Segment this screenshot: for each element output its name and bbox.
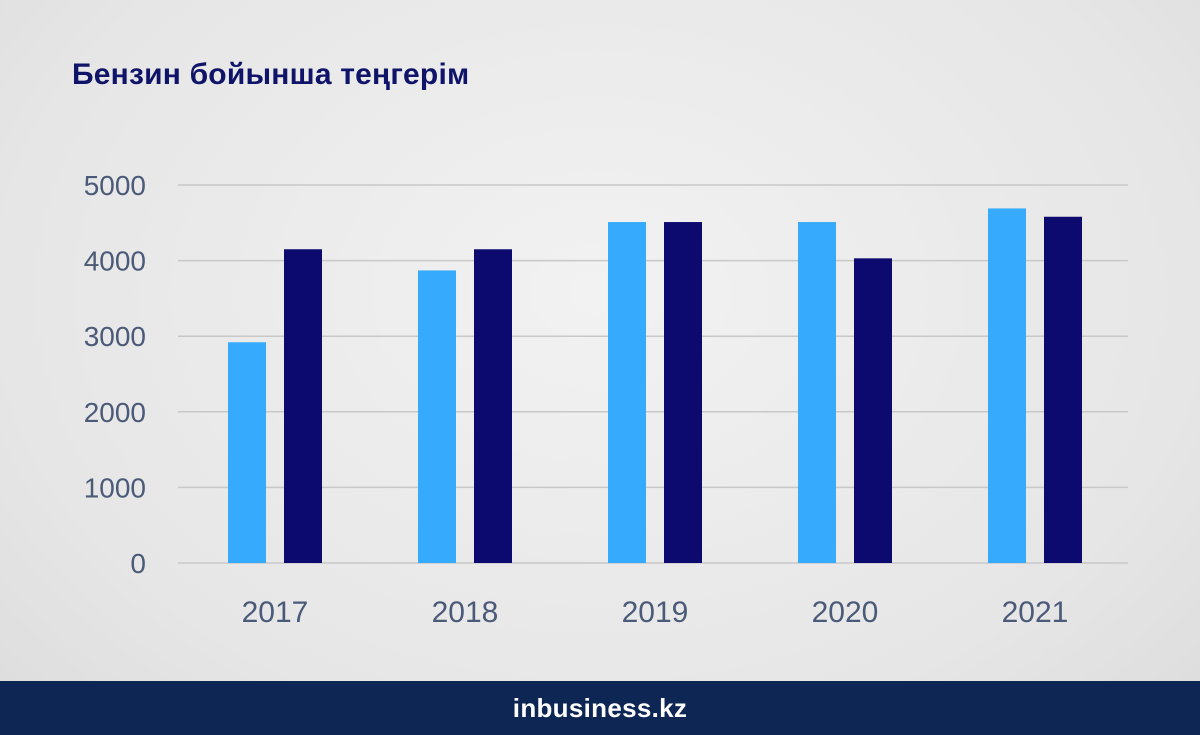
bar-2021-series-2 bbox=[1044, 216, 1082, 563]
x-tick-label: 2021 bbox=[1002, 596, 1069, 629]
bar-2019-series-1 bbox=[608, 222, 646, 563]
x-tick-label: 2020 bbox=[812, 596, 879, 629]
bar-2017-series-1 bbox=[228, 342, 266, 563]
bar-2018-series-2 bbox=[474, 249, 512, 563]
y-tick-label: 2000 bbox=[84, 397, 146, 428]
y-tick-label: 3000 bbox=[84, 321, 146, 352]
site-logo: inbusiness.kz bbox=[512, 692, 688, 723]
footer-bar: inbusiness.kz bbox=[0, 681, 1200, 735]
y-tick-label: 1000 bbox=[84, 472, 146, 503]
y-tick-label: 0 bbox=[130, 548, 146, 579]
bar-2019-series-2 bbox=[664, 222, 702, 563]
x-tick-label: 2017 bbox=[242, 596, 309, 629]
bars bbox=[228, 208, 1082, 563]
bar-2020-series-2 bbox=[854, 258, 892, 563]
bar-2021-series-1 bbox=[988, 208, 1026, 563]
y-axis-ticks: 0 1000 2000 3000 4000 5000 bbox=[84, 170, 146, 579]
bar-2017-series-2 bbox=[284, 249, 322, 563]
chart-title: Бензин бойынша теңгерім bbox=[72, 58, 470, 91]
y-tick-label: 5000 bbox=[84, 170, 146, 201]
bar-2018-series-1 bbox=[418, 270, 456, 563]
x-tick-label: 2019 bbox=[622, 596, 689, 629]
bar-2020-series-1 bbox=[798, 222, 836, 563]
x-axis-ticks: 2017 2018 2019 2020 2021 bbox=[242, 596, 1069, 629]
x-tick-label: 2018 bbox=[432, 596, 499, 629]
y-tick-label: 4000 bbox=[84, 246, 146, 277]
gridlines bbox=[178, 184, 1128, 564]
